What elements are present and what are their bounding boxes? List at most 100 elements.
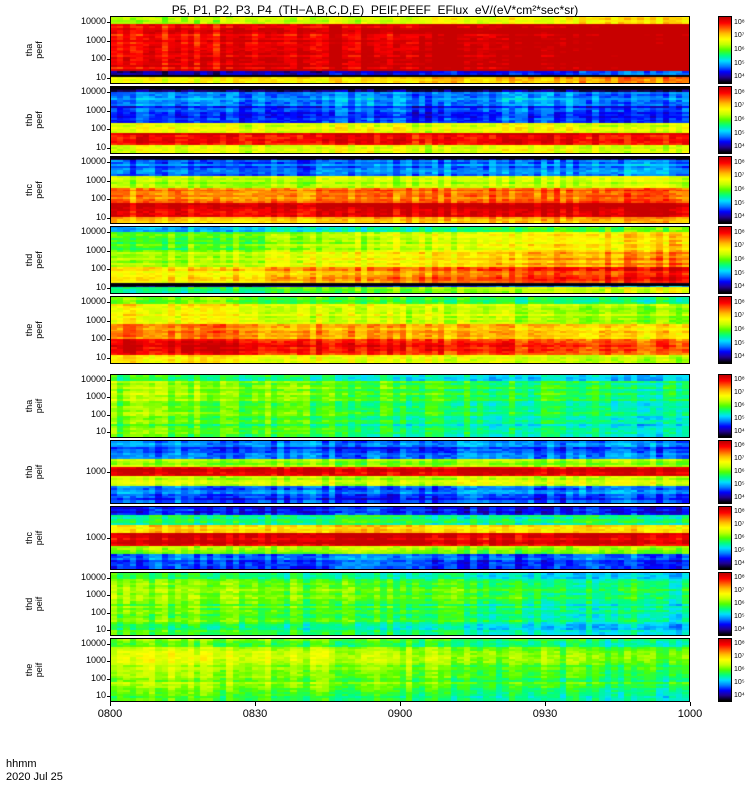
y-axis-label-thc-peef: thc peef (24, 181, 44, 199)
y-tickmark-the-peef-1 (107, 339, 110, 340)
y-tick-thd-peif-3: 10000 (80, 571, 106, 582)
colorbar-tick-thd-peif-2: 10⁶ (734, 600, 745, 607)
y-tick-tha-peef-3: 10000 (80, 16, 106, 27)
y-tick-the-peef-3: 10000 (80, 296, 106, 307)
y-tick-the-peef-2: 1000 (85, 314, 106, 325)
colorbar-tick-thd-peef-4: 10⁸ (734, 228, 745, 236)
y-tickmark-thb-peif-0 (107, 472, 110, 473)
colorbar-tick-thb-peef-2: 10⁶ (734, 116, 745, 123)
colorbar-tick-the-peif-0: 10⁴ (734, 691, 745, 699)
colorbar-tick-thb-peif-1: 10⁵ (734, 480, 745, 488)
colorbar-thd-peef (718, 226, 732, 294)
y-tick-thb-peif-0: 1000 (85, 466, 106, 476)
y-tick-tha-peef-2: 1000 (85, 34, 106, 45)
colorbar-tick-tha-peif-3: 10⁷ (734, 389, 745, 397)
x-tick-0: 0800 (97, 708, 123, 720)
y-tickmark-the-peef-3 (107, 302, 110, 303)
colorbar-canvas-thb-peif (719, 441, 731, 503)
spectrogram-panel-tha-peif (110, 374, 690, 438)
y-tick-thd-peif-1: 100 (90, 606, 106, 617)
x-axis-label: hhmm (6, 758, 37, 770)
y-tickmark-the-peif-0 (107, 696, 110, 697)
y-tick-thc-peef-3: 10000 (80, 156, 106, 167)
colorbar-tick-tha-peef-0: 10⁴ (734, 73, 745, 81)
y-tick-tha-peif-0: 10 (95, 426, 106, 437)
colorbar-tick-tha-peif-4: 10⁸ (734, 376, 745, 384)
y-tick-thc-peef-2: 1000 (85, 174, 106, 185)
y-tick-tha-peif-1: 100 (90, 408, 106, 419)
colorbar-tick-thb-peif-3: 10⁷ (734, 455, 745, 463)
colorbar-the-peif (718, 638, 732, 702)
colorbar-thb-peif (718, 440, 732, 504)
colorbar-tick-tha-peif-0: 10⁴ (734, 427, 745, 435)
y-tick-the-peef-1: 100 (90, 333, 106, 344)
y-axis-label-thd-peif: thd peif (24, 596, 44, 612)
y-tick-thb-peef-3: 10000 (80, 86, 106, 97)
spectrogram-panel-thb-peef (110, 86, 690, 154)
spectrogram-panel-tha-peef (110, 16, 690, 84)
y-tick-thd-peef-2: 1000 (85, 244, 106, 255)
colorbar-tick-the-peef-1: 10⁵ (734, 339, 745, 347)
x-tickmark-4 (690, 702, 691, 706)
y-axis-label-tha-peif: tha peif (24, 398, 44, 414)
y-axis-label-thc-peif: thc peif (24, 530, 44, 546)
y-tick-tha-peef-1: 100 (90, 53, 106, 64)
colorbar-tick-thb-peef-0: 10⁴ (734, 143, 745, 151)
colorbar-tick-thc-peef-3: 10⁷ (734, 172, 745, 180)
colorbar-canvas-the-peef (719, 297, 731, 363)
y-tickmark-thd-peef-0 (107, 288, 110, 289)
colorbar-the-peef (718, 296, 732, 364)
y-tick-the-peif-2: 1000 (85, 655, 106, 666)
colorbar-thd-peif (718, 572, 732, 636)
y-tick-thb-peef-0: 10 (95, 141, 106, 152)
y-tickmark-the-peif-2 (107, 661, 110, 662)
y-tick-thb-peef-1: 100 (90, 123, 106, 134)
colorbar-tick-thb-peef-4: 10⁸ (734, 88, 745, 96)
spectrogram-canvas-thb-peef (111, 87, 689, 153)
colorbar-tick-the-peef-4: 10⁸ (734, 298, 745, 306)
y-tick-thd-peef-0: 10 (95, 281, 106, 292)
colorbar-tick-thb-peif-4: 10⁸ (734, 442, 745, 450)
colorbar-tick-tha-peef-4: 10⁸ (734, 18, 745, 26)
y-tickmark-tha-peef-1 (107, 59, 110, 60)
colorbar-tick-thc-peef-4: 10⁸ (734, 158, 745, 166)
x-tickmark-3 (545, 702, 546, 706)
y-tick-thb-peef-2: 1000 (85, 104, 106, 115)
y-axis-label-thb-peef: thb peef (24, 111, 44, 129)
colorbar-tick-thc-peef-2: 10⁶ (734, 186, 745, 193)
colorbar-tick-tha-peif-2: 10⁶ (734, 402, 745, 409)
y-tick-tha-peef-0: 10 (95, 71, 106, 82)
colorbar-thb-peef (718, 86, 732, 154)
date-label: 2020 Jul 25 (6, 771, 63, 783)
colorbar-canvas-the-peif (719, 639, 731, 701)
colorbar-canvas-thd-peef (719, 227, 731, 293)
colorbar-tick-thb-peef-1: 10⁵ (734, 129, 745, 137)
colorbar-tick-thd-peif-3: 10⁷ (734, 587, 745, 595)
y-tick-thd-peif-0: 10 (95, 624, 106, 635)
y-tickmark-thc-peef-0 (107, 218, 110, 219)
y-tickmark-tha-peef-3 (107, 22, 110, 23)
y-tickmark-tha-peef-2 (107, 41, 110, 42)
y-tick-thc-peif-0: 1000 (85, 532, 106, 542)
y-tickmark-thd-peef-3 (107, 232, 110, 233)
x-tick-3: 0930 (532, 708, 558, 720)
y-tickmark-the-peef-2 (107, 321, 110, 322)
spectrogram-canvas-thd-peef (111, 227, 689, 293)
chart-title: P5, P1, P2, P3, P4 (TH−A,B,C,D,E) PEIF,P… (171, 3, 579, 17)
colorbar-tick-thc-peef-1: 10⁵ (734, 199, 745, 207)
colorbar-tick-thc-peif-2: 10⁶ (734, 534, 745, 541)
colorbar-thc-peef (718, 156, 732, 224)
y-tickmark-thb-peef-3 (107, 92, 110, 93)
y-axis-label-thb-peif: thb peif (24, 464, 44, 480)
colorbar-canvas-thc-peif (719, 507, 731, 569)
spectrogram-panel-thd-peef (110, 226, 690, 294)
y-axis-label-thd-peef: thd peef (24, 251, 44, 269)
spectrogram-panel-thc-peif (110, 506, 690, 570)
y-tick-the-peif-3: 10000 (80, 637, 106, 648)
colorbar-tick-the-peif-2: 10⁶ (734, 666, 745, 673)
spectrogram-canvas-thc-peif (111, 507, 689, 569)
y-tickmark-thb-peef-0 (107, 148, 110, 149)
colorbar-thc-peif (718, 506, 732, 570)
colorbar-canvas-thb-peef (719, 87, 731, 153)
y-tickmark-the-peif-1 (107, 679, 110, 680)
